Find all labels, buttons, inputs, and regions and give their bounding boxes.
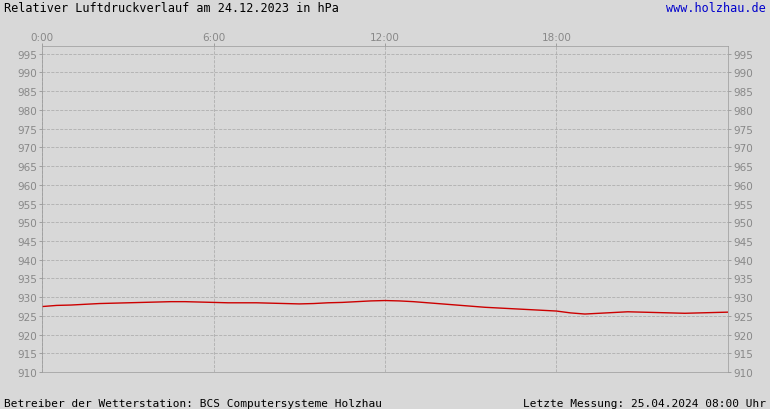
- Text: www.holzhau.de: www.holzhau.de: [666, 2, 766, 15]
- Text: Betreiber der Wetterstation: BCS Computersysteme Holzhau: Betreiber der Wetterstation: BCS Compute…: [4, 398, 382, 408]
- Text: Letzte Messung: 25.04.2024 08:00 Uhr: Letzte Messung: 25.04.2024 08:00 Uhr: [523, 398, 766, 408]
- Text: Relativer Luftdruckverlauf am 24.12.2023 in hPa: Relativer Luftdruckverlauf am 24.12.2023…: [4, 2, 339, 15]
